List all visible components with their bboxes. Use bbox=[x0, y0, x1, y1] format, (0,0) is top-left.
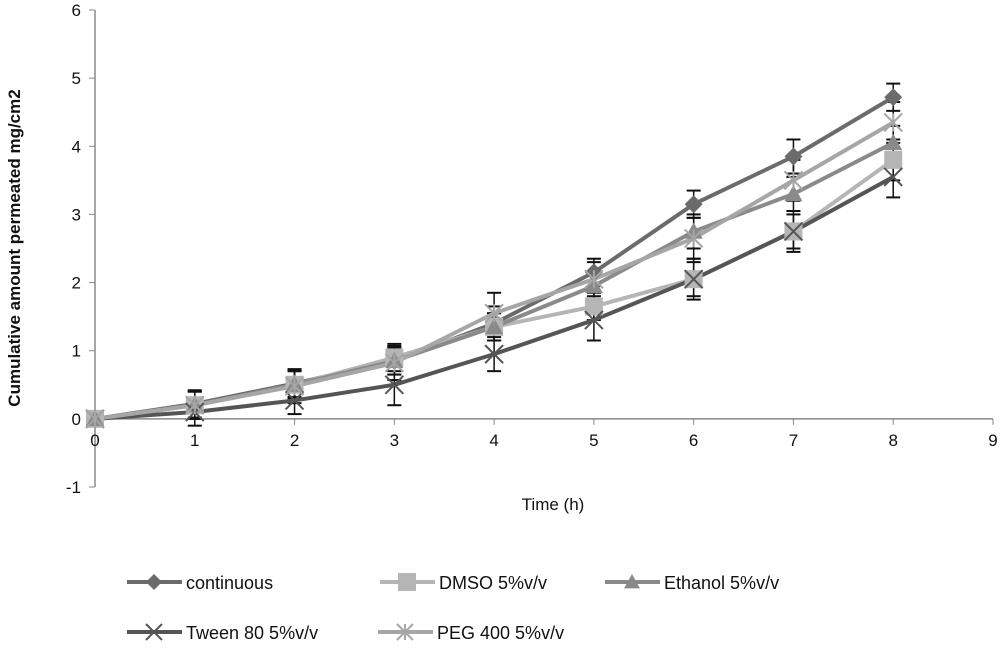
data-point bbox=[884, 150, 903, 169]
y-tick-label: 5 bbox=[72, 69, 81, 88]
legend-item: continuous bbox=[127, 573, 273, 593]
data-point bbox=[185, 395, 205, 415]
data-point bbox=[284, 376, 305, 396]
y-tick-label: 1 bbox=[72, 342, 81, 361]
data-point bbox=[384, 353, 405, 373]
data-point bbox=[884, 88, 903, 107]
legend-item: Tween 80 5%v/v bbox=[127, 623, 318, 643]
axes: -1 0 1 2 3 4 5 6 0 1 2 3 4 5 6 7 8 9 bbox=[66, 1, 998, 497]
series-line bbox=[94, 158, 895, 421]
legend-label: Ethanol 5%v/v bbox=[664, 573, 779, 593]
data-point bbox=[883, 112, 903, 133]
marker-stroke bbox=[384, 375, 405, 395]
y-tick-label: 0 bbox=[72, 410, 81, 429]
legend-label: PEG 400 5%v/v bbox=[437, 623, 564, 643]
marker-stroke bbox=[783, 221, 804, 242]
x-tick-label: 3 bbox=[390, 431, 399, 450]
y-axis-label: Cumulative amount permeated mg/cm2 bbox=[5, 89, 24, 406]
x-tick-label: 5 bbox=[589, 431, 598, 450]
x-tick-label: 9 bbox=[988, 431, 997, 450]
y-tick-label: 2 bbox=[72, 274, 81, 293]
y-tick-label: -1 bbox=[66, 478, 81, 497]
legend: continuous DMSO 5%v/v Ethanol 5%v/v Tween 8… bbox=[127, 573, 779, 643]
series-line bbox=[94, 141, 895, 421]
data-point bbox=[884, 133, 903, 151]
x-tick-label: 7 bbox=[789, 431, 798, 450]
x-tick-label: 0 bbox=[90, 431, 99, 450]
data-point bbox=[584, 269, 604, 289]
legend-marker bbox=[396, 623, 414, 641]
data-point bbox=[783, 221, 804, 242]
data-point bbox=[784, 184, 803, 202]
data-point bbox=[484, 303, 504, 323]
x-axis-label: Time (h) bbox=[522, 495, 585, 514]
data-point bbox=[485, 317, 504, 335]
error-bars bbox=[187, 82, 901, 427]
legend-marker bbox=[145, 623, 163, 641]
marker-stroke bbox=[484, 344, 504, 364]
legend-label: continuous bbox=[186, 573, 273, 593]
legend-item: Ethanol 5%v/v bbox=[605, 573, 779, 593]
x-tick-label: 6 bbox=[689, 431, 698, 450]
data-point bbox=[584, 297, 603, 316]
data-point bbox=[784, 147, 803, 166]
legend-marker bbox=[146, 574, 162, 590]
data-point bbox=[883, 167, 903, 187]
marker-stroke bbox=[683, 269, 704, 289]
x-tick-label: 8 bbox=[888, 431, 897, 450]
data-point bbox=[783, 170, 804, 191]
legend-marker bbox=[624, 574, 640, 589]
data-point bbox=[584, 310, 604, 330]
legend-item: DMSO 5%v/v bbox=[380, 573, 547, 593]
data-point bbox=[284, 390, 305, 411]
marker-stroke bbox=[584, 310, 604, 330]
data-point bbox=[683, 228, 704, 248]
x-tick-label: 4 bbox=[489, 431, 498, 450]
legend-item: PEG 400 5%v/v bbox=[378, 623, 564, 643]
y-tick-label: 6 bbox=[72, 1, 81, 20]
marker-stroke bbox=[284, 390, 305, 411]
data-point bbox=[684, 195, 703, 214]
series-markers bbox=[85, 88, 903, 429]
marker-stroke bbox=[145, 623, 163, 641]
x-tick-label: 2 bbox=[290, 431, 299, 450]
data-point bbox=[85, 409, 105, 429]
y-tick-label: 3 bbox=[72, 205, 81, 224]
legend-marker bbox=[398, 573, 416, 591]
data-point bbox=[484, 344, 504, 364]
legend-label: DMSO 5%v/v bbox=[439, 573, 547, 593]
marker-stroke bbox=[883, 167, 903, 187]
legend-label: Tween 80 5%v/v bbox=[186, 623, 318, 643]
data-point bbox=[683, 269, 704, 289]
y-tick-label: 4 bbox=[72, 137, 81, 156]
data-point bbox=[384, 375, 405, 395]
x-tick-label: 1 bbox=[190, 431, 199, 450]
